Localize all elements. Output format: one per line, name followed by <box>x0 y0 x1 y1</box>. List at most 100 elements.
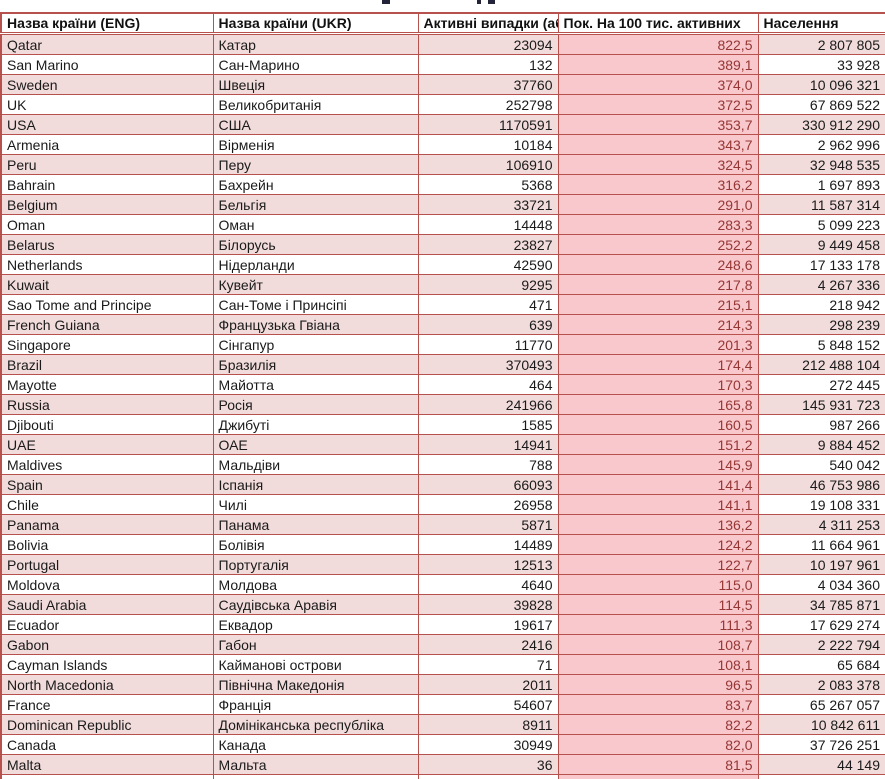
cell-per-100k[interactable]: 115,0 <box>557 574 759 595</box>
cell-name-ukr[interactable]: Канада <box>212 734 419 755</box>
cell-population[interactable]: 272 445 <box>757 374 885 395</box>
cell-name-ukr[interactable]: США <box>212 114 419 135</box>
cell-name-ukr[interactable]: Нідерланди <box>212 254 419 275</box>
cell-active-cases[interactable]: 23827 <box>417 234 559 255</box>
cell-population[interactable]: 17 133 178 <box>757 254 885 275</box>
cell-population[interactable]: 10 842 611 <box>757 714 885 735</box>
column-header-per-100k[interactable]: Пок. На 100 тис. активних <box>557 12 759 35</box>
cell-name-ukr[interactable]: Еквадор <box>212 614 419 635</box>
cell-name-ukr[interactable]: Вірменія <box>212 134 419 155</box>
cell-active-cases[interactable]: 639 <box>417 314 559 335</box>
cell-name-eng[interactable]: Kuwait <box>0 274 214 295</box>
cell-name-eng[interactable]: Gabon <box>0 634 214 655</box>
cell-name-eng[interactable]: Belgium <box>0 194 214 215</box>
cell-population[interactable]: 212 488 104 <box>757 354 885 375</box>
cell-active-cases[interactable]: 54607 <box>417 694 559 715</box>
cell-active-cases[interactable]: 14941 <box>417 434 559 455</box>
cell-active-cases[interactable]: 37760 <box>417 74 559 95</box>
cell-name-eng[interactable]: Qatar <box>0 33 214 55</box>
cell-name-ukr[interactable]: Габон <box>212 634 419 655</box>
cell-population[interactable]: 2 962 996 <box>757 134 885 155</box>
cell-name-eng[interactable]: Djibouti <box>0 414 214 435</box>
cell-name-eng[interactable]: France <box>0 694 214 715</box>
cell-name-eng[interactable]: UK <box>0 94 214 115</box>
cell-population[interactable]: 4 267 336 <box>757 274 885 295</box>
cell-name-eng[interactable]: Bolivia <box>0 534 214 555</box>
cell-name-eng[interactable]: Panama <box>0 514 214 535</box>
cell-name-eng[interactable]: Saudi Arabia <box>0 594 214 615</box>
cell-population[interactable]: 10 197 961 <box>757 554 885 575</box>
column-header-name-ukr[interactable]: Назва країни (UKR) <box>212 12 419 35</box>
cell-population[interactable]: 19 108 331 <box>757 494 885 515</box>
cell-per-100k[interactable]: 122,7 <box>557 554 759 575</box>
cell-active-cases[interactable]: 33721 <box>417 194 559 215</box>
cell-active-cases[interactable]: 11770 <box>417 334 559 355</box>
cell-name-ukr[interactable]: Великобританія <box>212 94 419 115</box>
cell-name-eng[interactable]: French Guiana <box>0 314 214 335</box>
cell-population[interactable]: 2 807 805 <box>757 33 885 55</box>
cell-population[interactable]: 65 684 <box>757 654 885 675</box>
cell-active-cases[interactable]: 370493 <box>417 354 559 375</box>
cell-per-100k[interactable]: 114,5 <box>557 594 759 615</box>
cell-active-cases[interactable]: 252798 <box>417 94 559 115</box>
cell-name-ukr[interactable]: Саудівська Аравія <box>212 594 419 615</box>
cell-population[interactable]: 987 266 <box>757 414 885 435</box>
cell-name-ukr[interactable]: Кайманові острови <box>212 654 419 675</box>
cell-active-cases[interactable]: 2011 <box>417 674 559 695</box>
cell-name-ukr[interactable]: Панама <box>212 514 419 535</box>
cell-name-ukr[interactable]: Катар <box>212 33 419 55</box>
cell-per-100k[interactable]: 291,0 <box>557 194 759 215</box>
cell-active-cases[interactable]: 5368 <box>417 174 559 195</box>
cell-per-100k[interactable]: 141,1 <box>557 494 759 515</box>
cell-per-100k[interactable]: 215,1 <box>557 294 759 315</box>
cell-name-ukr[interactable]: Джибуті <box>212 414 419 435</box>
cell-active-cases[interactable]: 471 <box>417 294 559 315</box>
cell-per-100k[interactable]: 217,8 <box>557 274 759 295</box>
cell-name-ukr[interactable]: Сан-Марино <box>212 54 419 75</box>
cell-active-cases[interactable]: 106910 <box>417 154 559 175</box>
cell-per-100k[interactable]: 82,0 <box>557 734 759 755</box>
column-header-population[interactable]: Населення <box>757 12 885 35</box>
cell-per-100k[interactable]: 108,7 <box>557 634 759 655</box>
cell-population[interactable]: 2 222 794 <box>757 634 885 655</box>
cell-population[interactable]: 10 096 321 <box>757 74 885 95</box>
cell-name-eng[interactable]: Moldova <box>0 574 214 595</box>
cell-name-ukr[interactable]: ОАЕ <box>212 434 419 455</box>
cell-per-100k[interactable]: 160,5 <box>557 414 759 435</box>
cell-per-100k[interactable]: 372,5 <box>557 94 759 115</box>
cell-name-ukr[interactable]: Іспанія <box>212 474 419 495</box>
cell-name-ukr[interactable]: Сінгапур <box>212 334 419 355</box>
cell-population[interactable]: 5 099 223 <box>757 214 885 235</box>
cell-active-cases[interactable]: 2416 <box>417 634 559 655</box>
cell-name-eng[interactable]: Mayotte <box>0 374 214 395</box>
column-header-name-eng[interactable]: Назва країни (ENG) <box>0 12 214 35</box>
cell-per-100k[interactable]: 108,1 <box>557 654 759 675</box>
cell-active-cases[interactable]: 5871 <box>417 514 559 535</box>
cell-population[interactable]: 540 042 <box>757 454 885 475</box>
cell-population[interactable]: 46 753 986 <box>757 474 885 495</box>
cell-per-100k[interactable]: 822,5 <box>557 33 759 55</box>
cell-active-cases[interactable]: 42590 <box>417 254 559 275</box>
cell-name-eng[interactable]: Singapore <box>0 334 214 355</box>
cell-population[interactable]: 33 928 <box>757 54 885 75</box>
cell-active-cases[interactable]: 1585 <box>417 414 559 435</box>
cell-name-eng[interactable]: Bahrain <box>0 174 214 195</box>
cell-name-ukr[interactable]: Бельгія <box>212 194 419 215</box>
cell-name-ukr[interactable]: Домініканська республіка <box>212 714 419 735</box>
cell-name-eng[interactable]: Canada <box>0 734 214 755</box>
cell-per-100k[interactable]: 170,3 <box>557 374 759 395</box>
cell-active-cases[interactable]: 19617 <box>417 614 559 635</box>
cell-name-eng[interactable]: Peru <box>0 154 214 175</box>
cell-name-eng[interactable]: Netherlands <box>0 254 214 275</box>
cell-per-100k[interactable]: 141,4 <box>557 474 759 495</box>
cell-name-ukr[interactable]: Чилі <box>212 494 419 515</box>
cell-population[interactable]: 67 869 522 <box>757 94 885 115</box>
cell-per-100k[interactable]: 81,5 <box>557 754 759 775</box>
cell-per-100k[interactable]: 96,5 <box>557 674 759 695</box>
cell-name-eng[interactable]: North Macedonia <box>0 674 214 695</box>
cell-name-ukr[interactable]: Швеція <box>212 74 419 95</box>
cell-active-cases[interactable]: 23094 <box>417 33 559 55</box>
cell-name-ukr[interactable]: Сан-Томе і Принсіпі <box>212 294 419 315</box>
cell-active-cases[interactable]: 39828 <box>417 594 559 615</box>
cell-per-100k[interactable]: 136,2 <box>557 514 759 535</box>
